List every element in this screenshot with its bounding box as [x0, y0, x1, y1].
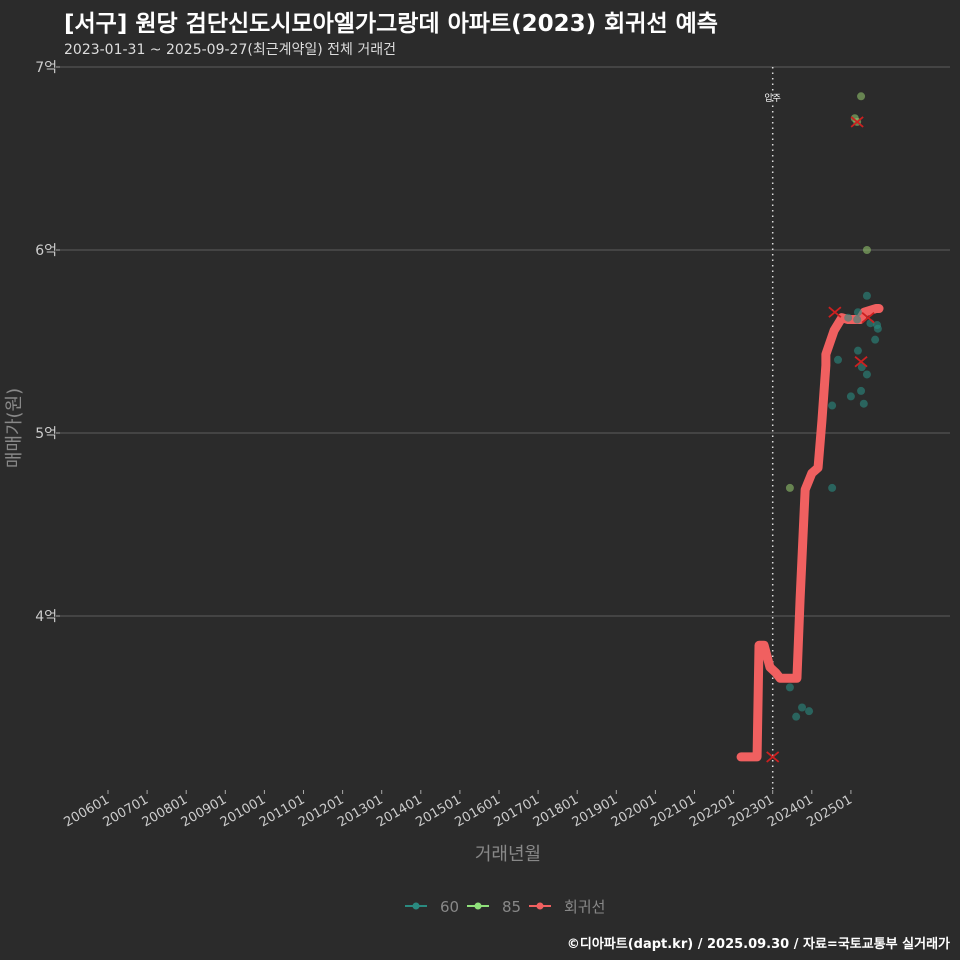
data-point-85 [862, 246, 871, 254]
x-axis-label: 거래년월 [475, 844, 541, 865]
data-point-60 [798, 703, 807, 712]
data-point-60 [871, 335, 880, 344]
legend-label: 회귀선 [564, 898, 605, 916]
data-point-60 [853, 308, 862, 317]
data-point-60 [857, 386, 866, 395]
data-point-60 [873, 324, 882, 333]
data-point-60 [857, 363, 866, 372]
data-point-85 [785, 483, 794, 492]
move-in-label: 입주 [764, 92, 781, 104]
data-point-60 [853, 346, 862, 355]
chart-title: [서구] 원당 검단신도시모아엘가그랑데 아파트(2023) 회귀선 예측 [64, 11, 718, 37]
data-point-85 [857, 92, 866, 101]
legend-key-point [536, 902, 544, 910]
data-point-60 [828, 401, 837, 410]
y-tick-label: 6억 [35, 243, 57, 259]
data-point-60 [853, 315, 862, 324]
data-point-60 [846, 392, 855, 401]
credit-text: ©디아파트(dapt.kr) / 2025.09.30 / 자료=국토교통부 실… [566, 937, 950, 952]
data-point-60 [805, 707, 814, 716]
x-tick-label: 202501 [804, 792, 854, 830]
data-point-60 [859, 399, 868, 408]
y-tick-label: 5억 [35, 426, 57, 442]
legend-item: 60 [405, 898, 459, 916]
legend-key-point [412, 902, 420, 910]
y-axis-label: 매매가(원) [4, 388, 25, 468]
outlier-mark [766, 751, 780, 763]
outlier-mark [828, 306, 842, 318]
legend-item: 85 [467, 898, 521, 916]
outlier-mark [854, 355, 868, 368]
data-point-60 [828, 483, 837, 492]
data-point-60 [833, 355, 842, 364]
legend-label: 85 [502, 898, 521, 916]
data-point-60 [862, 370, 871, 379]
y-tick-label: 7억 [35, 60, 57, 76]
data-point-60 [792, 712, 801, 721]
outlier-mark [861, 312, 875, 324]
data-point-60 [785, 683, 794, 692]
outlier-mark [850, 116, 864, 128]
chart-subtitle: 2023-01-31 ~ 2025-09-27(최근계약일) 전체 거래건 [64, 42, 396, 58]
legend-label: 60 [440, 898, 459, 916]
data-point-60 [844, 313, 853, 322]
legend-key-point [474, 902, 482, 910]
regression-line [736, 304, 884, 762]
y-tick-label: 4억 [35, 609, 57, 625]
legend-item: 회귀선 [529, 898, 605, 916]
data-point-60 [862, 291, 871, 300]
